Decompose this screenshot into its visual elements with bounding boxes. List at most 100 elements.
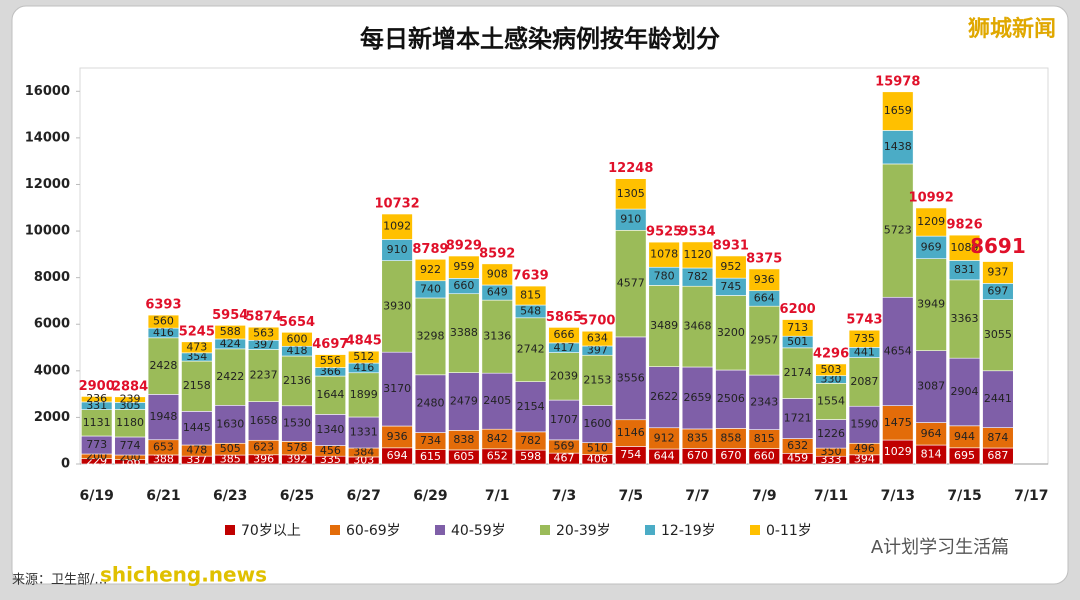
segment-label: 467 <box>554 452 575 465</box>
segment-label: 1092 <box>383 220 411 233</box>
segment-label: 2957 <box>750 334 778 347</box>
segment-label: 1120 <box>684 248 712 261</box>
segment-label: 1209 <box>917 215 945 228</box>
segment-label: 503 <box>821 363 842 376</box>
segment-label: 774 <box>120 439 141 452</box>
segment-label: 814 <box>921 448 942 461</box>
bar-segment <box>648 366 680 429</box>
bar-segment <box>915 350 947 423</box>
segment-label: 2479 <box>450 395 478 408</box>
segment-label: 394 <box>854 452 875 465</box>
segment-label: 660 <box>754 449 775 462</box>
total-label: 5743 <box>846 313 882 328</box>
bar-segment <box>782 347 814 399</box>
segment-label: 3930 <box>383 299 411 312</box>
total-label: 5874 <box>245 310 281 325</box>
y-tick-label: 4000 <box>34 363 70 378</box>
total-label: 6200 <box>780 302 816 317</box>
segment-label: 441 <box>854 345 875 358</box>
total-label: 8375 <box>746 251 782 266</box>
bar-segment <box>514 381 547 433</box>
segment-label: 1445 <box>183 421 211 434</box>
segment-label: 1590 <box>850 418 878 431</box>
segment-label: 666 <box>554 328 575 341</box>
segment-label: 3087 <box>917 380 945 393</box>
bar-segment <box>982 299 1014 372</box>
segment-label: 713 <box>787 321 808 334</box>
bar-segment <box>481 372 513 430</box>
segment-label: 388 <box>153 452 174 465</box>
segment-label: 695 <box>954 449 975 462</box>
segment-label: 496 <box>854 442 875 455</box>
total-label: 4845 <box>346 334 382 349</box>
segment-label: 2422 <box>216 370 244 383</box>
segment-label: 406 <box>587 452 608 465</box>
total-label: 9826 <box>946 218 982 233</box>
x-tick-label: 7/15 <box>947 488 981 504</box>
bar-segment <box>681 366 714 430</box>
segment-label: 1600 <box>583 417 611 430</box>
segment-label: 588 <box>220 325 241 338</box>
segment-label: 660 <box>453 279 474 292</box>
bar-segment <box>948 279 981 359</box>
bar-segment <box>414 297 447 376</box>
segment-label: 922 <box>420 263 441 276</box>
segment-label: 2904 <box>951 385 979 398</box>
segment-label: 563 <box>253 327 274 340</box>
segment-label: 418 <box>286 344 307 357</box>
total-label: 8929 <box>446 239 482 254</box>
bar-segment <box>982 261 1014 284</box>
segment-label: 1226 <box>817 427 845 440</box>
total-label: 5700 <box>579 314 615 329</box>
segment-label: 1658 <box>250 414 278 427</box>
segment-label: 1899 <box>350 388 378 401</box>
y-tick-label: 8000 <box>34 270 70 285</box>
segment-label: 416 <box>153 326 174 339</box>
legend-swatch <box>540 525 550 535</box>
segment-label: 773 <box>86 438 107 451</box>
segment-label: 838 <box>453 433 474 446</box>
y-tick-label: 12000 <box>25 177 70 192</box>
segment-label: 4654 <box>884 344 912 357</box>
segment-label: 384 <box>353 445 374 458</box>
legend-label: 12-19岁 <box>661 523 716 539</box>
bar-segment <box>715 255 747 279</box>
total-label: 5954 <box>212 308 248 323</box>
bar-segment <box>281 405 313 442</box>
segment-label: 3489 <box>650 319 678 332</box>
segment-label: 397 <box>253 338 274 351</box>
segment-label: 734 <box>420 434 441 447</box>
bar-segment <box>81 396 113 403</box>
x-tick-label: 6/21 <box>146 488 180 504</box>
chart-title: 每日新增本土感染病例按年龄划分 <box>360 25 720 53</box>
bar-segment <box>848 329 881 348</box>
bar-segment <box>815 419 847 449</box>
segment-label: 910 <box>620 213 641 226</box>
bar-segment <box>147 314 180 329</box>
bar-segment <box>381 213 413 240</box>
segment-label: 1948 <box>149 410 177 423</box>
legend-swatch <box>225 525 235 535</box>
legend-swatch <box>435 525 445 535</box>
segment-label: 1131 <box>83 416 111 429</box>
bar-segment <box>681 285 714 368</box>
x-tick-label: 6/23 <box>213 488 247 504</box>
y-tick-label: 0 <box>61 457 70 472</box>
segment-label: 649 <box>487 286 508 299</box>
segment-label: 858 <box>720 431 741 444</box>
bar-segment <box>882 130 914 165</box>
segment-label: 473 <box>186 340 207 353</box>
segment-label: 2158 <box>183 379 211 392</box>
y-tick-label: 10000 <box>25 224 70 239</box>
bar-segment <box>414 258 447 282</box>
segment-label: 2237 <box>250 369 278 382</box>
segment-label: 874 <box>987 431 1008 444</box>
total-label: 9525 <box>646 225 682 240</box>
segment-label: 653 <box>153 440 174 453</box>
segment-label: 2622 <box>650 390 678 403</box>
bar-segment <box>348 372 380 418</box>
bar-segment <box>748 268 780 292</box>
segment-label: 556 <box>320 354 341 367</box>
segment-label: 560 <box>153 315 174 328</box>
bar-segment <box>181 341 213 354</box>
